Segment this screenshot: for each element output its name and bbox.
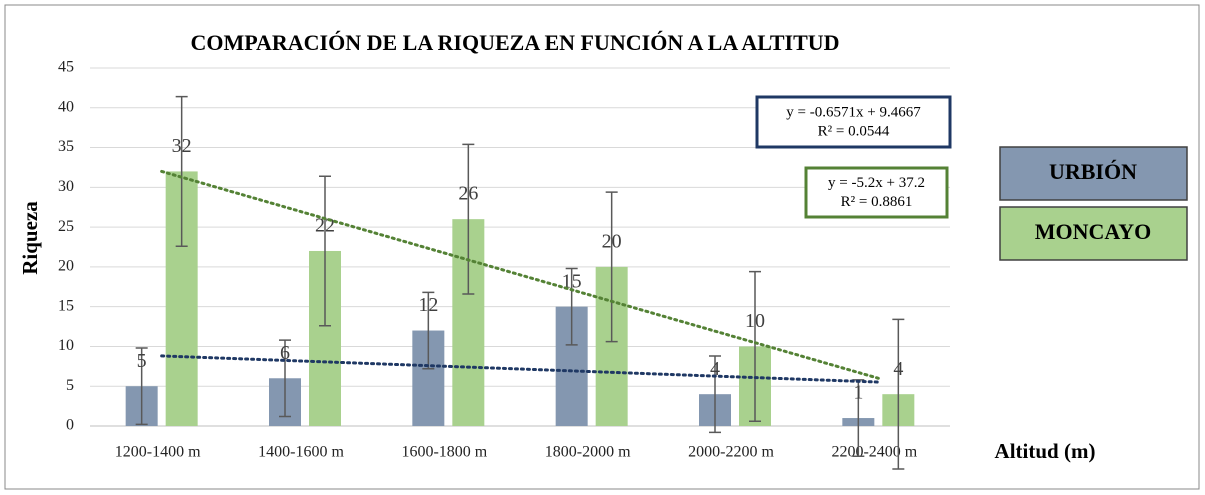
trendline	[160, 354, 880, 384]
error-bar	[892, 318, 905, 470]
data-label: 4	[893, 358, 903, 380]
equation-box	[804, 166, 949, 219]
x-axis-title: Altitud (m)	[995, 439, 1096, 463]
y-tick-label: 35	[58, 138, 74, 155]
y-tick-label: 10	[58, 337, 74, 354]
data-label: 26	[458, 183, 478, 205]
error-bar	[605, 191, 618, 343]
x-tick-label: 2200-2400 m	[831, 444, 917, 461]
data-label: 4	[710, 358, 720, 380]
y-tick-label: 45	[58, 59, 74, 76]
error-bar	[319, 175, 331, 327]
trendline	[160, 169, 880, 380]
legend-label: URBIÓN	[1049, 159, 1137, 184]
y-tick-label: 20	[58, 258, 74, 275]
legend-swatch	[999, 146, 1188, 201]
equation: y = -0.6571x + 9.4667	[786, 104, 921, 120]
x-tick-label: 1400-1600 m	[258, 444, 344, 461]
legend-label: MONCAYO	[1035, 219, 1152, 244]
data-label: 20	[602, 230, 622, 252]
error-bar	[749, 270, 761, 422]
equation-box	[755, 95, 952, 149]
data-label: 6	[280, 342, 290, 364]
data-label: 10	[745, 310, 765, 332]
y-tick-label: 25	[58, 218, 74, 235]
error-bar	[175, 95, 188, 247]
x-tick-label: 1200-1400 m	[115, 444, 201, 461]
error-bar	[422, 291, 435, 370]
error-bar	[135, 347, 148, 426]
y-tick-label: 30	[58, 178, 74, 195]
y-tick-label: 5	[66, 377, 74, 394]
y-tick-label: 15	[58, 297, 74, 314]
y-axis-title: Riqueza	[18, 201, 42, 275]
x-tick-label: 2000-2200 m	[688, 444, 774, 461]
r-squared: R² = 0.8861	[841, 194, 913, 210]
data-label: 5	[137, 350, 147, 372]
x-tick-label: 1800-2000 m	[545, 444, 631, 461]
error-bar	[279, 339, 291, 418]
data-label: 32	[172, 135, 192, 157]
error-bar	[565, 267, 578, 346]
equation: y = -5.2x + 37.2	[828, 175, 925, 191]
r-squared: R² = 0.0544	[818, 123, 890, 139]
chart-title: COMPARACIÓN DE LA RIQUEZA EN FUNCIÓN A L…	[190, 30, 839, 55]
data-label: 1	[853, 382, 863, 404]
y-tick-label: 40	[58, 98, 74, 115]
error-bar	[709, 355, 721, 434]
data-label: 12	[418, 294, 438, 316]
error-bar	[462, 143, 475, 295]
legend-swatch	[999, 206, 1188, 261]
y-tick-label: 0	[66, 417, 74, 434]
x-tick-label: 1600-1800 m	[401, 444, 487, 461]
